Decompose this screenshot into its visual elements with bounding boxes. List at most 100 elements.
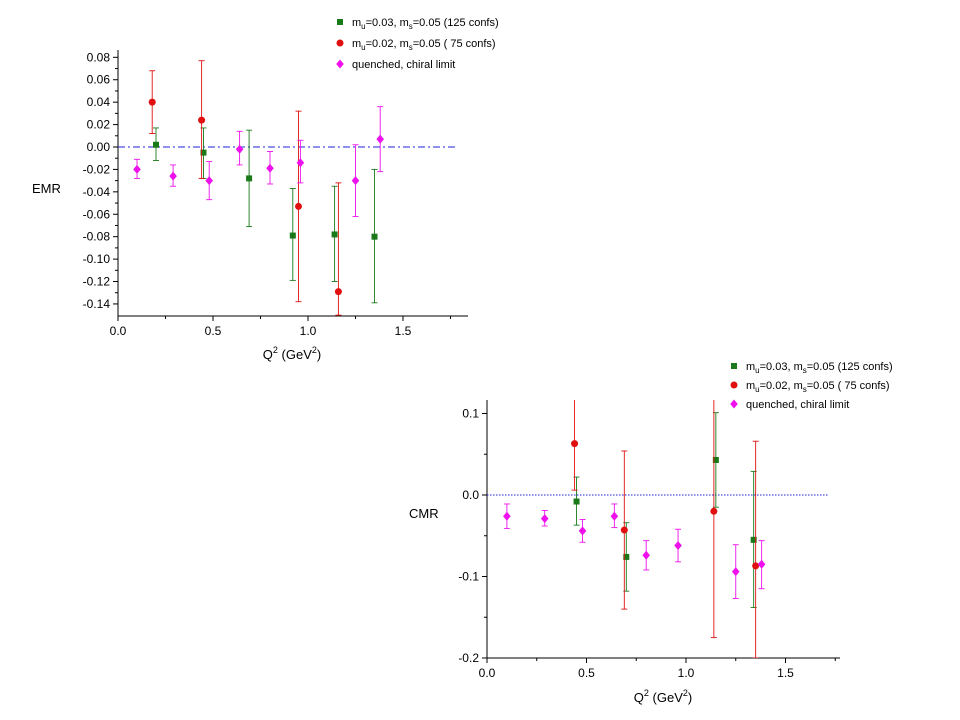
x-axis-label-sup: 2 [273, 345, 278, 355]
x-tick-label: 1.0 [300, 324, 317, 338]
legend-text: quenched, chiral limit [746, 399, 849, 411]
x-tick-label: 1.5 [395, 324, 412, 338]
data-point-diamond [376, 134, 384, 144]
legend-text: =0.03, m [760, 361, 803, 373]
x-tick-label: 0.5 [205, 324, 222, 338]
data-point-square [153, 141, 159, 148]
x-axis-label-q: Q [634, 690, 644, 705]
x-axis-label-unit-sup: 2 [683, 688, 688, 698]
legend-subscript: u [755, 385, 759, 394]
data-point-diamond [731, 567, 740, 577]
x-axis-label-q: Q [263, 347, 273, 362]
x-axis-label-unit-sup: 2 [312, 345, 317, 355]
y-tick-label: 0.1 [462, 407, 479, 421]
y-tick-label: 0.02 [87, 118, 111, 132]
legend-text: =0.02, m [760, 380, 803, 392]
data-point-diamond [540, 514, 549, 524]
x-axis-label-unit-close: ) [317, 347, 321, 362]
legend-entry: mu=0.03, ms=0.05 (125 confs) [352, 17, 499, 31]
legend-entry: mu=0.02, ms=0.05 ( 75 confs) [746, 380, 890, 394]
legend-entry: mu=0.02, ms=0.05 ( 75 confs) [352, 38, 496, 52]
data-point-diamond [351, 176, 360, 186]
y-axis-label: CMR [409, 506, 439, 521]
data-point-diamond [169, 171, 177, 181]
data-layer [503, 400, 766, 658]
data-point-circle [571, 440, 579, 448]
legend: mu=0.03, ms=0.05 (125 confs)mu=0.02, ms=… [730, 361, 893, 411]
legend-entry: quenched, chiral limit [352, 59, 455, 71]
data-point-diamond [578, 526, 587, 536]
y-tick-label: -0.14 [83, 297, 111, 311]
legend-text: =0.05 (125 confs) [413, 17, 499, 29]
data-point-circle [334, 288, 342, 296]
data-point-circle [295, 202, 302, 210]
data-point-square [750, 536, 757, 543]
legend-mass-symbol: m [746, 380, 755, 392]
legend-subscript: u [755, 366, 759, 375]
legend: mu=0.03, ms=0.05 (125 confs)mu=0.02, ms=… [336, 17, 499, 71]
data-point-diamond [205, 176, 213, 186]
data-point-circle [198, 116, 206, 124]
legend-text: =0.02, m [366, 38, 409, 50]
legend-mass-symbol: m [352, 38, 361, 50]
data-point-diamond [235, 144, 244, 154]
data-point-diamond [757, 559, 766, 569]
legend-text: quenched, chiral limit [352, 59, 455, 71]
data-point-circle [148, 98, 156, 106]
data-point-diamond [296, 158, 305, 168]
legend-subscript: s [803, 366, 807, 375]
data-point-diamond [642, 550, 650, 560]
legend-marker-diamond [336, 59, 344, 69]
legend-entry: quenched, chiral limit [746, 399, 849, 411]
legend-marker-circle [336, 39, 344, 47]
y-tick-label: 0.08 [87, 50, 111, 64]
data-point-diamond [674, 541, 682, 551]
x-axis-label-sup: 2 [644, 688, 649, 698]
legend-subscript: s [409, 22, 413, 31]
data-point-square [331, 231, 338, 238]
x-tick-label: 1.0 [678, 666, 695, 680]
legend-marker-circle [730, 381, 738, 389]
y-tick-label: -0.1 [458, 570, 479, 584]
x-tick-label: 0.5 [578, 666, 595, 680]
legend-text: =0.03, m [366, 17, 409, 29]
data-layer [133, 60, 384, 316]
data-point-circle [752, 562, 760, 570]
y-tick-label: -0.10 [83, 252, 111, 266]
legend-text: =0.05 (125 confs) [807, 361, 893, 373]
data-point-square [246, 175, 253, 182]
data-point-square [200, 149, 207, 156]
legend-subscript: u [361, 43, 365, 52]
legend-marker-square [731, 363, 737, 369]
y-tick-label: -0.04 [83, 185, 111, 199]
data-point-square [573, 498, 580, 505]
x-axis-label: Q2 (GeV2) [634, 688, 692, 705]
y-tick-label: 0.04 [87, 95, 111, 109]
legend-marker-diamond [730, 399, 738, 409]
y-tick-label: 0.0 [462, 488, 479, 502]
y-tick-label: -0.2 [458, 651, 479, 665]
y-tick-label: 0.06 [87, 73, 111, 87]
legend-text: =0.05 ( 75 confs) [413, 38, 496, 50]
x-axis-label-unit: (GeV [649, 690, 683, 705]
y-tick-label: -0.06 [83, 207, 111, 221]
legend-subscript: s [409, 43, 413, 52]
x-tick-label: 1.5 [777, 666, 794, 680]
data-point-square [712, 456, 719, 463]
legend-subscript: u [361, 22, 365, 31]
y-tick-label: -0.12 [83, 275, 111, 289]
data-point-diamond [610, 511, 619, 521]
x-tick-label: 0.0 [479, 666, 496, 680]
legend-mass-symbol: m [746, 361, 755, 373]
x-axis-label-unit-close: ) [688, 690, 692, 705]
x-axis-label: Q2 (GeV2) [263, 345, 321, 362]
data-point-diamond [503, 511, 511, 521]
data-point-circle [710, 507, 718, 515]
y-tick-label: 0.00 [87, 140, 111, 154]
data-point-diamond [266, 163, 274, 173]
emr-chart: 0.080.060.040.020.00-0.02-0.04-0.06-0.08… [32, 17, 499, 362]
legend-subscript: s [803, 385, 807, 394]
data-point-square [371, 233, 378, 240]
